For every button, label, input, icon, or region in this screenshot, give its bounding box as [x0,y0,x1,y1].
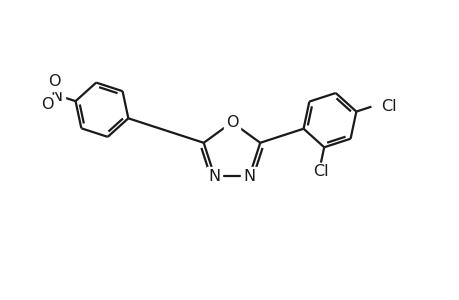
Text: N: N [243,169,255,184]
Text: N: N [208,169,220,184]
Text: N: N [50,89,62,104]
Text: Cl: Cl [381,99,396,114]
Text: O: O [48,74,61,89]
Text: O: O [225,115,238,130]
Text: Cl: Cl [313,164,328,179]
Text: O: O [41,97,53,112]
